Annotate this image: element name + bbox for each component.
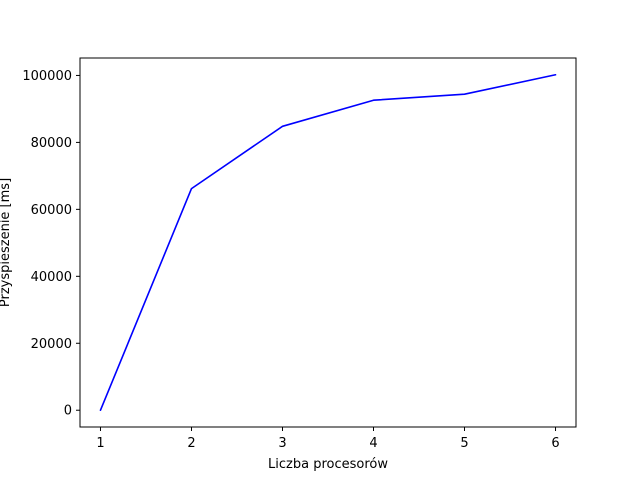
x-tick-label: 6 bbox=[551, 436, 559, 451]
y-tick-label: 40000 bbox=[31, 270, 72, 285]
x-tick-label: 3 bbox=[278, 436, 286, 451]
y-tick-label: 100000 bbox=[22, 69, 72, 84]
series-layer bbox=[99, 73, 557, 412]
plot-frame bbox=[79, 57, 577, 428]
y-tick-label: 20000 bbox=[31, 337, 72, 352]
x-tick-label: 2 bbox=[187, 436, 195, 451]
x-tick-label: 1 bbox=[96, 436, 104, 451]
x-axis-label: Liczba procesorów bbox=[268, 457, 388, 472]
y-tick-label: 0 bbox=[64, 404, 72, 419]
y-axis-label: Przyspieszenie [ms] bbox=[0, 178, 13, 307]
y-tick-label: 80000 bbox=[31, 136, 72, 151]
x-axis-ticks: 1 2 3 4 5 6 bbox=[96, 427, 560, 451]
x-tick-label: 4 bbox=[369, 436, 377, 451]
plot-area bbox=[80, 58, 576, 427]
series-line-1 bbox=[99, 73, 557, 412]
y-tick-label: 60000 bbox=[31, 203, 72, 218]
y-axis-ticks: 0 20000 40000 60000 80000 100000 bbox=[22, 69, 80, 419]
x-tick-label: 5 bbox=[460, 436, 468, 451]
